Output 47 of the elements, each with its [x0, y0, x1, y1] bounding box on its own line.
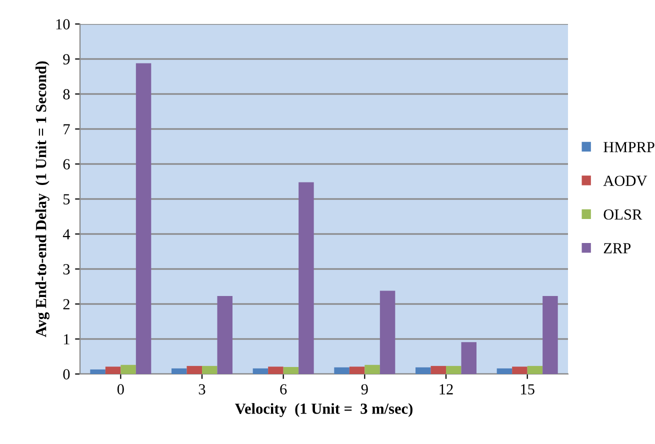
bar	[298, 182, 314, 374]
bar	[202, 366, 218, 374]
y-tick-label: 10	[56, 19, 70, 30]
y-axis-title: Avg End-to-end Delay (1 Unit = 1 Second)	[35, 61, 50, 338]
bar	[446, 366, 462, 374]
legend-label: HMPRP	[604, 142, 654, 152]
legend-label: ZRP	[604, 243, 631, 254]
x-tick-label: 15	[521, 384, 534, 394]
bar	[461, 342, 476, 374]
bar	[90, 369, 106, 374]
bar	[105, 366, 121, 374]
y-tick-label: 7	[64, 124, 70, 134]
y-tick-label: 4	[62, 229, 70, 240]
bar	[496, 368, 512, 374]
bar	[136, 63, 152, 374]
bar	[380, 290, 396, 374]
y-tick-label: 1	[64, 334, 70, 344]
bar	[512, 366, 528, 374]
bar	[283, 367, 299, 374]
bar	[268, 366, 284, 374]
x-tick-label: 12	[440, 384, 453, 394]
bar	[527, 366, 543, 374]
x-axis-title: Velocity (1 Unit = 3 m/sec)	[235, 403, 412, 418]
legend-label: AODV	[603, 176, 648, 186]
bar	[252, 368, 268, 374]
bar	[186, 366, 202, 374]
y-tick-label: 9	[63, 54, 70, 64]
x-tick-label: 9	[361, 384, 368, 394]
x-tick-label: 3	[198, 384, 206, 394]
y-tick-label: 5	[64, 194, 70, 204]
bar	[334, 367, 350, 374]
bar	[364, 364, 380, 374]
x-tick-label: 6	[280, 384, 287, 394]
x-tick-label: 0	[117, 384, 124, 394]
bar	[217, 296, 232, 374]
y-tick-label: 3	[63, 264, 70, 274]
bar	[542, 296, 558, 374]
y-tick-label: 0	[63, 369, 70, 380]
y-tick-label: 8	[63, 89, 70, 100]
bar	[430, 366, 446, 374]
bar	[172, 368, 187, 374]
bar	[416, 367, 431, 374]
bar	[120, 364, 136, 374]
legend-label: OLSR	[604, 209, 642, 220]
y-tick-label: 6	[63, 159, 70, 170]
bar	[349, 366, 365, 374]
y-tick-label: 2	[63, 299, 70, 310]
